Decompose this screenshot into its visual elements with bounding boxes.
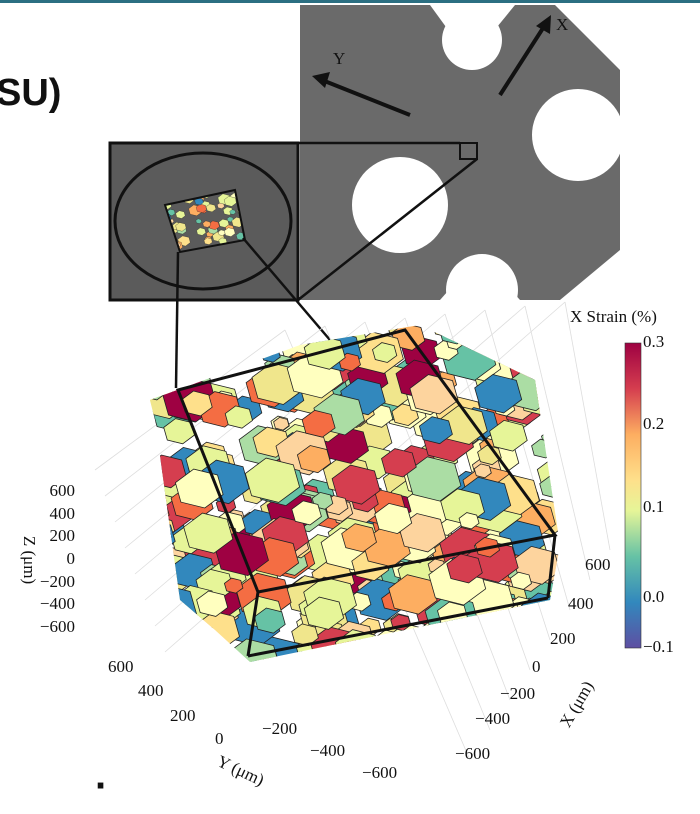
grain (345, 635, 398, 678)
figure: SU) Y X X Strain (%) . 0.3 0 (0, 0, 700, 814)
grid-line (565, 302, 610, 550)
tick-label: −600 (362, 763, 397, 782)
grain (338, 655, 357, 670)
tick-label: −0.1 (643, 637, 674, 656)
bullet: . (95, 754, 106, 798)
grain (414, 638, 465, 680)
grain (168, 330, 205, 360)
grain (477, 628, 493, 641)
tick-label: −600 (40, 617, 75, 636)
tick-label: 200 (170, 706, 196, 725)
grain (140, 568, 181, 601)
grain (143, 653, 167, 673)
grain (180, 331, 199, 346)
specimen: Y X (300, 5, 624, 326)
tick-label: 0.3 (643, 332, 664, 351)
top-rule (0, 0, 700, 3)
grain (441, 633, 466, 654)
grain (523, 335, 549, 356)
grain (424, 634, 462, 665)
tick-label: 400 (50, 504, 76, 523)
notch (446, 254, 518, 326)
grain (136, 627, 163, 649)
grain (180, 358, 197, 372)
tick-label: 200 (50, 526, 76, 545)
colorbar-label: X Strain (%) (570, 307, 657, 326)
grain (175, 617, 202, 639)
tick-label: −400 (310, 741, 345, 760)
grain (476, 640, 531, 685)
grain (218, 331, 250, 357)
grain (142, 585, 197, 630)
grain (155, 544, 173, 559)
grain (412, 649, 436, 668)
grain (548, 653, 571, 672)
grain (193, 316, 233, 348)
slide: SU) Y X X Strain (%) . 0.3 0 (0, 0, 700, 814)
title-fragment: SU) (0, 72, 61, 114)
grain (532, 439, 555, 458)
tick-label: −600 (455, 744, 490, 763)
grain (141, 334, 173, 360)
tick-label: 600 (50, 481, 76, 500)
grain (530, 642, 548, 656)
colorbar (625, 343, 641, 648)
grain (133, 496, 169, 526)
grain (207, 341, 234, 363)
tick-label: 0 (215, 729, 224, 748)
notch (442, 10, 502, 70)
inset-frame (110, 143, 298, 300)
notch (532, 89, 624, 181)
notch (352, 157, 448, 253)
axis-label: Y (μm) (214, 751, 267, 789)
grain (174, 329, 231, 375)
tick-label: −200 (262, 719, 297, 738)
axis-label: X (μm) (556, 678, 598, 731)
grain (487, 621, 506, 636)
grain (517, 317, 538, 334)
grain (219, 336, 255, 365)
grain (152, 603, 172, 619)
axis-label: Z (μm) (20, 536, 39, 584)
specimen-axis-label: Y (333, 49, 345, 68)
grain (189, 352, 221, 378)
tick-label: 0.2 (643, 414, 664, 433)
tick-label: −200 (500, 684, 535, 703)
tick-label: 0 (67, 549, 76, 568)
tick-label: 600 (585, 555, 611, 574)
tick-label: −200 (40, 572, 75, 591)
tick-label: 400 (138, 681, 164, 700)
tick-label: 0.1 (643, 497, 664, 516)
grain (135, 520, 175, 553)
grain (502, 604, 555, 647)
grain (478, 612, 524, 649)
tick-label: 600 (108, 657, 134, 676)
grain (461, 614, 514, 658)
grain (135, 314, 168, 341)
grain (190, 645, 236, 682)
grain (374, 637, 402, 660)
grain (226, 639, 280, 683)
grain (156, 364, 175, 379)
specimen-axis-label: X (556, 15, 568, 34)
tick-label: −400 (475, 709, 510, 728)
grain (521, 339, 570, 379)
grain (146, 305, 196, 346)
grains (126, 305, 573, 685)
tick-label: 400 (568, 594, 594, 613)
grain (540, 349, 556, 362)
tick-label: −400 (40, 594, 75, 613)
grain (455, 328, 475, 344)
tick-label: 0 (532, 657, 541, 676)
tick-label: 200 (550, 629, 576, 648)
grain (456, 642, 474, 657)
grain (129, 514, 171, 549)
grain (138, 525, 163, 545)
grain (153, 345, 172, 361)
grain (128, 634, 177, 674)
grain (403, 632, 419, 645)
tick-label: 0.0 (643, 587, 664, 606)
grain (428, 630, 476, 670)
